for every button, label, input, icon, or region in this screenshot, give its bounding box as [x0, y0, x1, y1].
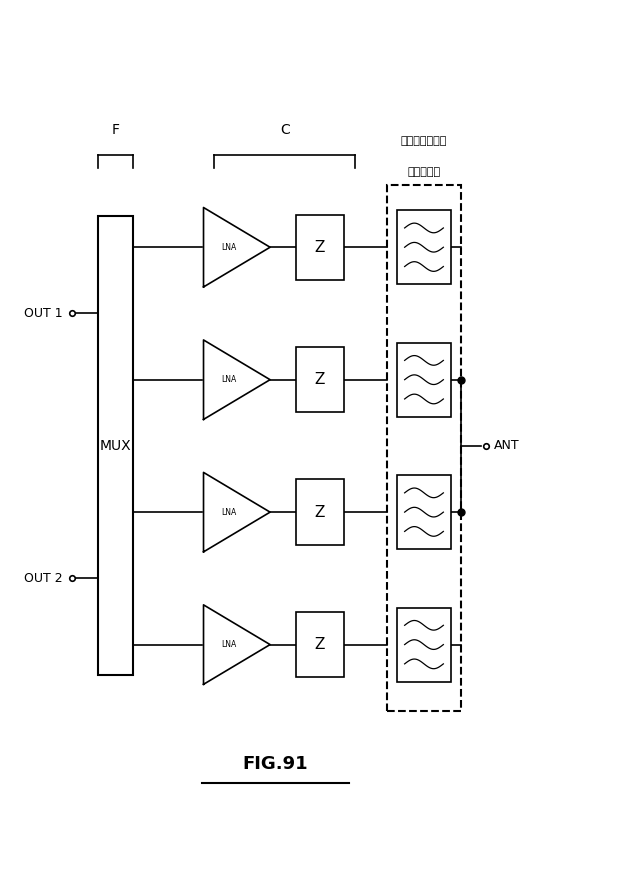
- Text: C: C: [280, 123, 290, 137]
- Polygon shape: [204, 472, 270, 552]
- Text: MUX: MUX: [99, 439, 131, 453]
- Bar: [296, 215, 344, 280]
- Bar: [397, 475, 451, 549]
- Text: Z: Z: [315, 505, 325, 519]
- Bar: [296, 612, 344, 677]
- Text: OUT 1: OUT 1: [24, 307, 63, 320]
- Text: フィルタ／: フィルタ／: [408, 167, 440, 177]
- Text: Z: Z: [315, 373, 325, 387]
- Text: FIG.91: FIG.91: [243, 755, 308, 773]
- Text: LNA: LNA: [221, 640, 236, 649]
- Bar: [387, 185, 461, 711]
- Bar: [296, 347, 344, 412]
- Polygon shape: [204, 605, 270, 684]
- Text: マルチプレクサ: マルチプレクサ: [401, 136, 447, 146]
- Bar: [397, 343, 451, 417]
- Text: Z: Z: [315, 638, 325, 652]
- Text: LNA: LNA: [221, 243, 236, 252]
- Bar: [397, 608, 451, 682]
- Bar: [397, 210, 451, 284]
- Text: LNA: LNA: [221, 375, 236, 384]
- Text: ANT: ANT: [494, 440, 520, 452]
- Text: OUT 2: OUT 2: [24, 572, 63, 585]
- Text: LNA: LNA: [221, 508, 236, 517]
- Text: Z: Z: [315, 240, 325, 254]
- Bar: [296, 479, 344, 545]
- Polygon shape: [204, 208, 270, 287]
- Polygon shape: [204, 340, 270, 419]
- Bar: [97, 216, 133, 675]
- Text: F: F: [111, 123, 119, 137]
